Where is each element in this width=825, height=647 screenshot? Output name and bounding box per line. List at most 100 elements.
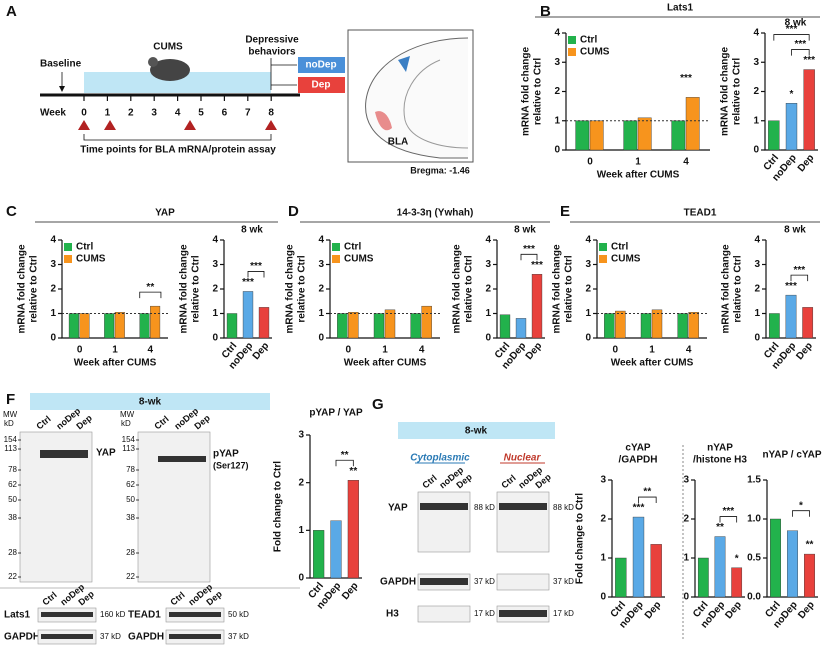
cums-label: CUMS <box>153 42 183 53</box>
sig-bracket <box>335 459 354 467</box>
bar <box>515 318 527 339</box>
chart-title: TEAD1 <box>684 208 717 219</box>
behaviors-label: behaviors <box>248 47 296 58</box>
panel-letter: A <box>6 3 17 20</box>
band <box>420 578 468 585</box>
sig-label: *** <box>786 24 798 35</box>
y-tick-label: 4 <box>485 235 491 246</box>
bar <box>575 120 590 151</box>
sig-bracket <box>520 253 538 261</box>
y-tick-label: 1 <box>753 115 759 126</box>
y-tick-label: 4 <box>554 28 560 39</box>
bar <box>770 518 781 598</box>
sig-label: * <box>735 553 739 564</box>
assay-markers <box>78 120 277 130</box>
sig-label: *** <box>242 277 254 288</box>
bar <box>804 553 815 598</box>
lane-label: Ctrl <box>40 590 58 608</box>
bar <box>337 313 348 339</box>
y-tick-label: 3 <box>298 430 304 441</box>
y-tick-label: 0 <box>754 333 760 344</box>
sig-label: *** <box>523 244 535 255</box>
bar <box>615 557 627 598</box>
kd-label: 37 kD <box>474 577 495 586</box>
banner-label: 8-wk <box>139 397 162 408</box>
y-tick-label: 2 <box>585 284 591 295</box>
nodep-box <box>298 57 345 73</box>
x-axis-label: Week after CUMS <box>597 170 680 181</box>
chart-title: Lats1 <box>667 3 694 14</box>
bar <box>348 312 359 339</box>
y-axis-label: mRNA fold change <box>179 244 190 334</box>
sig-label: * <box>799 500 803 511</box>
kd-label: 160 kD <box>100 610 126 619</box>
fraction-label: Cytoplasmic <box>410 453 470 464</box>
y-axis-label: mRNA fold change <box>17 244 28 334</box>
y-tick-label: 3 <box>50 259 56 270</box>
legend-label: Ctrl <box>344 242 361 253</box>
legend-label: CUMS <box>580 47 610 58</box>
chart-subtitle: 8 wk <box>784 225 806 236</box>
lane-label: Ctrl <box>152 414 170 432</box>
chart-title: pYAP / YAP <box>309 408 363 419</box>
x-tick-label: Dep <box>723 600 744 622</box>
chart-title: /GAPDH <box>619 455 658 466</box>
sig-bracket <box>791 49 810 56</box>
bar <box>615 310 626 339</box>
y-axis-label: relative to Ctrl <box>191 255 202 322</box>
mw-label: 38 <box>8 513 17 522</box>
bar <box>632 516 645 598</box>
banner-label: 8-wk <box>465 426 488 437</box>
legend-swatch <box>332 243 340 251</box>
bar <box>697 557 709 598</box>
x-tick-label: 1 <box>382 345 388 356</box>
bar <box>650 544 662 598</box>
x-tick-label: Dep <box>796 153 817 175</box>
sig-label: *** <box>785 281 797 292</box>
y-tick-label: 0.5 <box>747 553 761 564</box>
week-number: 3 <box>151 108 157 119</box>
band <box>41 612 93 617</box>
arrow-head <box>59 86 65 92</box>
sig-label: * <box>790 89 794 100</box>
band <box>158 456 206 462</box>
protein-label: H3 <box>386 609 399 620</box>
kd-label: 88 kD <box>474 503 495 512</box>
band <box>40 450 88 458</box>
bar <box>768 120 780 151</box>
legend-label: Ctrl <box>580 35 597 46</box>
panel-g: G 8-wk Cytoplasmic Nuclear YAP 88 kD 88 … <box>372 396 684 640</box>
sig-label: *** <box>531 260 543 271</box>
legend-label: CUMS <box>344 254 374 265</box>
mw-label: 154 <box>4 435 18 444</box>
y-tick-label: 3 <box>683 475 689 486</box>
bar <box>768 313 780 339</box>
sig-label: *** <box>793 265 805 276</box>
assay-label: Time points for BLA mRNA/protein assay <box>80 145 276 156</box>
y-tick-label: 4 <box>753 28 759 39</box>
protein-label: GAPDH <box>128 632 164 643</box>
legend-label: CUMS <box>76 254 106 265</box>
bar <box>785 294 797 339</box>
y-axis-label: mRNA fold change <box>521 47 532 137</box>
mw-label: 50 <box>126 495 135 504</box>
y-tick-label: 3 <box>754 259 760 270</box>
region-label: BLA <box>388 137 409 148</box>
week-number: 8 <box>268 108 274 119</box>
sig-label: ** <box>349 466 357 477</box>
panel-letter: F <box>6 391 15 408</box>
panel-f: F 8-wk MW kD MW kD YAP pYAP (Ser127) Lat… <box>0 391 300 645</box>
y-tick-label: 3 <box>753 57 759 68</box>
week-number: 0 <box>81 108 87 119</box>
mw-label: 28 <box>126 548 135 557</box>
bar <box>114 312 125 339</box>
sig-label: ** <box>643 487 651 498</box>
chart-subtitle: 8 wk <box>241 225 263 236</box>
chart-title: YAP <box>155 208 175 219</box>
mw-label: 22 <box>126 572 135 581</box>
mouse-ear <box>148 57 158 67</box>
sig-label: *** <box>722 506 734 517</box>
chart-subtitle: 8 wk <box>785 18 807 29</box>
sig-bracket <box>792 510 810 517</box>
behaviors-label: Depressive <box>245 35 299 46</box>
